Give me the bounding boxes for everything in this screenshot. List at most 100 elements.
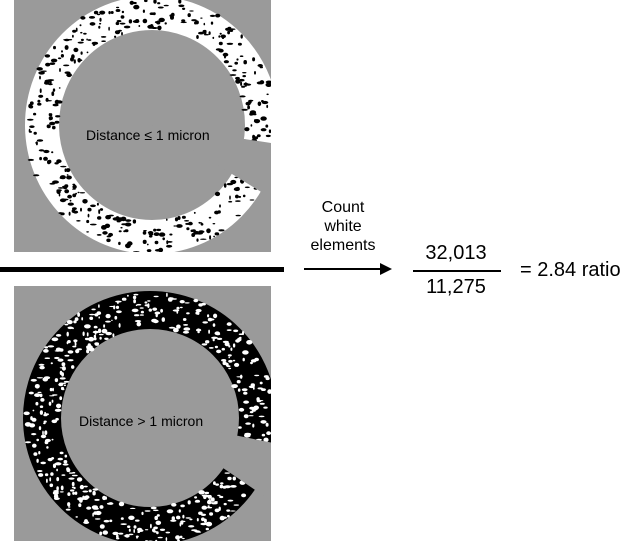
ring-speck: [253, 136, 259, 140]
ring-speck: [154, 515, 158, 521]
ring-speck: [65, 508, 71, 511]
ring-speck: [248, 99, 254, 102]
ring-speck: [200, 17, 203, 19]
ring-speck: [218, 229, 225, 232]
ring-speck: [44, 81, 50, 85]
ring-speck: [176, 224, 183, 228]
ring-speck: [226, 322, 232, 326]
ring-speck: [109, 305, 115, 308]
ring-speck: [49, 477, 52, 482]
ring-speck: [236, 58, 239, 61]
ring-speck: [208, 216, 212, 219]
ring-speck: [33, 452, 38, 456]
ring-speck: [71, 474, 78, 477]
ring-speck: [57, 358, 64, 362]
ring-speck: [196, 35, 199, 39]
ring-speck: [185, 222, 191, 225]
ring-speck: [88, 489, 92, 493]
ring-speck: [180, 520, 186, 523]
ring-speck: [83, 521, 90, 524]
ring-speck: [82, 331, 85, 337]
ring-speck: [36, 67, 43, 71]
ring-speck: [263, 375, 269, 378]
ring-speck: [239, 55, 244, 57]
ring-speck: [66, 467, 70, 471]
ring-speck: [259, 66, 263, 69]
ring-speck: [38, 451, 41, 455]
ring-speck: [99, 336, 102, 340]
ring-speck: [230, 179, 237, 185]
ring-speck: [64, 323, 69, 326]
ring-speck: [118, 29, 122, 32]
ring-speck: [105, 313, 111, 319]
ring-speck: [67, 202, 74, 206]
ring-speck: [52, 180, 59, 184]
ring-speck: [213, 481, 216, 485]
ring-speck: [28, 105, 33, 108]
ring-speck: [61, 50, 63, 53]
ring-speck: [144, 510, 151, 512]
ring-speck: [152, 528, 156, 533]
ring-speck: [84, 324, 91, 329]
ring-speck: [38, 363, 45, 366]
ring-speck: [215, 483, 220, 486]
ring-speck: [54, 99, 60, 105]
ring-speck: [235, 79, 241, 84]
ring-speck: [228, 65, 233, 67]
ring-speck: [51, 438, 54, 441]
ring-speck: [98, 209, 101, 215]
ring-speck: [48, 401, 52, 406]
ring-speck: [43, 149, 50, 154]
ring-speck: [124, 229, 129, 233]
ring-speck: [104, 337, 109, 340]
ring-speck: [96, 234, 102, 236]
ring-speck: [219, 484, 224, 489]
ring-speck: [166, 509, 174, 514]
ring-speck: [112, 531, 119, 536]
ring-speck: [224, 341, 230, 347]
ring-speck: [183, 324, 189, 326]
ring-speck: [241, 493, 247, 498]
ring-speck: [135, 535, 139, 538]
ring-speck: [99, 17, 102, 22]
ring-speck: [98, 316, 100, 319]
ring-speck: [142, 9, 145, 13]
ring-speck: [133, 251, 140, 252]
ring-speck: [63, 460, 68, 464]
ring-speck: [250, 124, 253, 127]
ring-speck: [149, 12, 155, 15]
ring-speck: [116, 537, 120, 540]
ring-speck: [49, 80, 52, 84]
ring-speck: [42, 430, 44, 436]
ring-speck: [54, 356, 60, 360]
ring-speck: [154, 249, 162, 252]
ring-speck: [47, 345, 55, 348]
ring-speck: [186, 227, 190, 231]
ring-speck: [173, 327, 179, 333]
ring-speck: [76, 220, 81, 222]
ring-speck: [51, 337, 59, 342]
ring-speck: [178, 4, 185, 8]
ring-speck: [49, 62, 56, 65]
ring-speck: [39, 405, 44, 408]
ring-speck: [78, 503, 82, 508]
ring-speck: [55, 347, 62, 352]
ring-speck: [72, 183, 76, 186]
ring-speck: [83, 32, 87, 35]
ring-speck: [258, 415, 265, 418]
ring-gap: [150, 418, 271, 501]
ring-speck: [60, 386, 65, 391]
ring-speck: [222, 361, 227, 366]
ring-speck: [116, 310, 122, 314]
ring-speck: [74, 317, 79, 321]
ring-speck: [263, 406, 268, 409]
ring-speck: [67, 326, 74, 330]
ring-speck: [66, 74, 73, 76]
ring-speck: [103, 519, 110, 523]
count-white-elements-label: Count white elements: [300, 198, 386, 255]
ring-speck: [82, 490, 89, 493]
ring-speck: [38, 94, 44, 98]
ring-speck: [155, 520, 162, 525]
ring-speck: [193, 211, 196, 214]
ring-speck: [265, 134, 271, 138]
